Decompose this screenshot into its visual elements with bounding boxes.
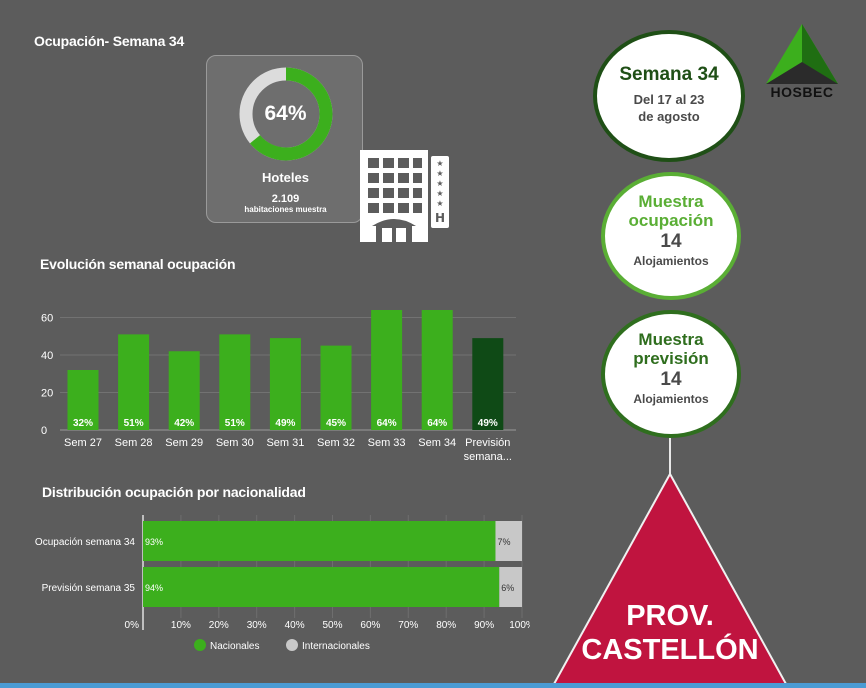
province-line2: CASTELLÓN — [581, 634, 759, 666]
bar-data-label: 6% — [501, 583, 514, 593]
bar-data-label: 93% — [145, 537, 163, 547]
national-bar — [143, 567, 500, 607]
sample-label: habitaciones muestra — [244, 205, 327, 214]
bar-data-label: 7% — [497, 537, 510, 547]
y-tick-label: 20 — [41, 388, 53, 400]
x-tick-label: 50% — [322, 620, 342, 631]
donut-value-arc — [239, 67, 333, 161]
x-tick-label: Sem 28 — [115, 437, 153, 449]
bar — [371, 310, 403, 430]
bar — [118, 334, 150, 430]
x-tick-label: Sem 27 — [64, 437, 102, 449]
bar-data-label: 64% — [377, 418, 397, 429]
x-tick-label: Sem 29 — [165, 437, 203, 449]
nationality-chart-title: Distribución ocupación por nacionalidad — [42, 484, 306, 500]
bar-data-label: 42% — [174, 418, 194, 429]
national-bar — [143, 521, 496, 561]
svg-text:★: ★ — [436, 159, 443, 168]
sample-forecast-title1: Muestra — [638, 330, 704, 349]
svg-text:H: H — [435, 211, 445, 225]
x-tick-label: Sem 33 — [368, 437, 406, 449]
hosbec-wordmark: HOSBEC — [770, 84, 834, 100]
x-tick-label: 10% — [171, 620, 191, 631]
sample-occupancy-unit: Alojamientos — [633, 254, 709, 268]
bar-data-label: 45% — [326, 418, 346, 429]
sample-occupancy-count: 14 — [660, 231, 682, 252]
bar — [67, 370, 99, 430]
sample-count: 2.109 — [271, 193, 300, 205]
x-tick-label: Sem 30 — [216, 437, 254, 449]
legend-label: Internacionales — [302, 641, 370, 652]
legend-marker — [194, 639, 206, 651]
legend-marker — [286, 639, 298, 651]
x-tick-label: 60% — [360, 620, 380, 631]
sample-forecast-circle: Muestra previsión 14 Alojamientos — [601, 310, 741, 438]
x-tick-label: Sem 31 — [266, 437, 304, 449]
international-bar — [499, 567, 522, 607]
legend-label: Nacionales — [210, 641, 259, 652]
x-tick-label: semana... — [464, 451, 512, 463]
y-tick-label: 60 — [41, 313, 53, 325]
week-dates-line1: Del 17 al 23 — [633, 92, 705, 107]
svg-text:★: ★ — [436, 199, 443, 208]
hotel-building-icon: ★★★★★ H — [360, 150, 449, 242]
y-tick-label: 0 — [41, 425, 47, 437]
x-tick-label: 30% — [247, 620, 267, 631]
bar-data-label: 51% — [124, 418, 144, 429]
x-tick-label: 20% — [209, 620, 229, 631]
sample-occupancy-title1: Muestra — [638, 192, 704, 211]
sample-forecast-unit: Alojamientos — [633, 392, 709, 406]
occupancy-donut — [239, 67, 333, 161]
x-tick-label: 40% — [285, 620, 305, 631]
bar-data-label: 51% — [225, 418, 245, 429]
sample-forecast-count: 14 — [660, 369, 682, 390]
weekly-occupancy-chart: 0 20 40 60 32% Sem 27 51% Sem 28 42% Sem 29 51% Sem… — [41, 310, 516, 463]
bar — [219, 334, 251, 430]
week-info-circle: Semana 34 Del 17 al 23 de agosto — [593, 30, 745, 162]
international-bar — [495, 521, 522, 561]
bar-data-label: 49% — [275, 418, 295, 429]
bottom-stripe — [0, 683, 866, 688]
occupancy-percent: 64% — [264, 102, 307, 125]
bar — [168, 351, 200, 430]
category-label: Ocupación semana 34 — [35, 537, 136, 548]
x-tick-label: 0% — [125, 620, 140, 631]
bar-data-label: 49% — [478, 418, 498, 429]
bar-data-label: 64% — [427, 418, 447, 429]
x-tick-label: 100% — [509, 620, 530, 631]
svg-text:★: ★ — [436, 179, 443, 188]
bar-data-label: 32% — [73, 418, 93, 429]
x-tick-label: Sem 34 — [418, 437, 456, 449]
category-label: Previsión semana 35 — [42, 583, 136, 594]
sample-occupancy-circle: Muestra ocupación 14 Alojamientos — [601, 172, 741, 300]
x-tick-label: Previsión — [465, 437, 510, 449]
bar — [472, 338, 504, 430]
bar-data-label: 94% — [145, 583, 163, 593]
occupancy-card: 64% Hoteles 2.109 habitaciones muestra — [206, 55, 363, 223]
x-tick-label: 90% — [474, 620, 494, 631]
bar — [320, 345, 352, 430]
weekly-chart-title: Evolución semanal ocupación — [40, 256, 236, 272]
x-tick-label: 80% — [436, 620, 456, 631]
nationality-distribution-chart: 0% 10% 20% 30% 40% 50% 60% 70% 80% 90% 100% Ocupaci… — [35, 515, 530, 652]
province-line1: PROV. — [626, 600, 714, 632]
x-tick-label: Sem 32 — [317, 437, 355, 449]
hosbec-logo — [766, 24, 838, 84]
bar — [269, 338, 301, 430]
svg-text:★: ★ — [436, 169, 443, 178]
y-tick-label: 40 — [41, 350, 53, 362]
sample-forecast-title2: previsión — [633, 349, 709, 368]
svg-text:★: ★ — [436, 189, 443, 198]
sample-occupancy-title2: ocupación — [628, 211, 714, 230]
occupancy-category: Hoteles — [262, 170, 309, 185]
occupancy-title: Ocupación- Semana 34 — [34, 33, 185, 49]
bar — [421, 310, 453, 430]
week-dates-line2: de agosto — [638, 109, 700, 124]
x-tick-label: 70% — [398, 620, 418, 631]
week-title: Semana 34 — [619, 64, 719, 85]
